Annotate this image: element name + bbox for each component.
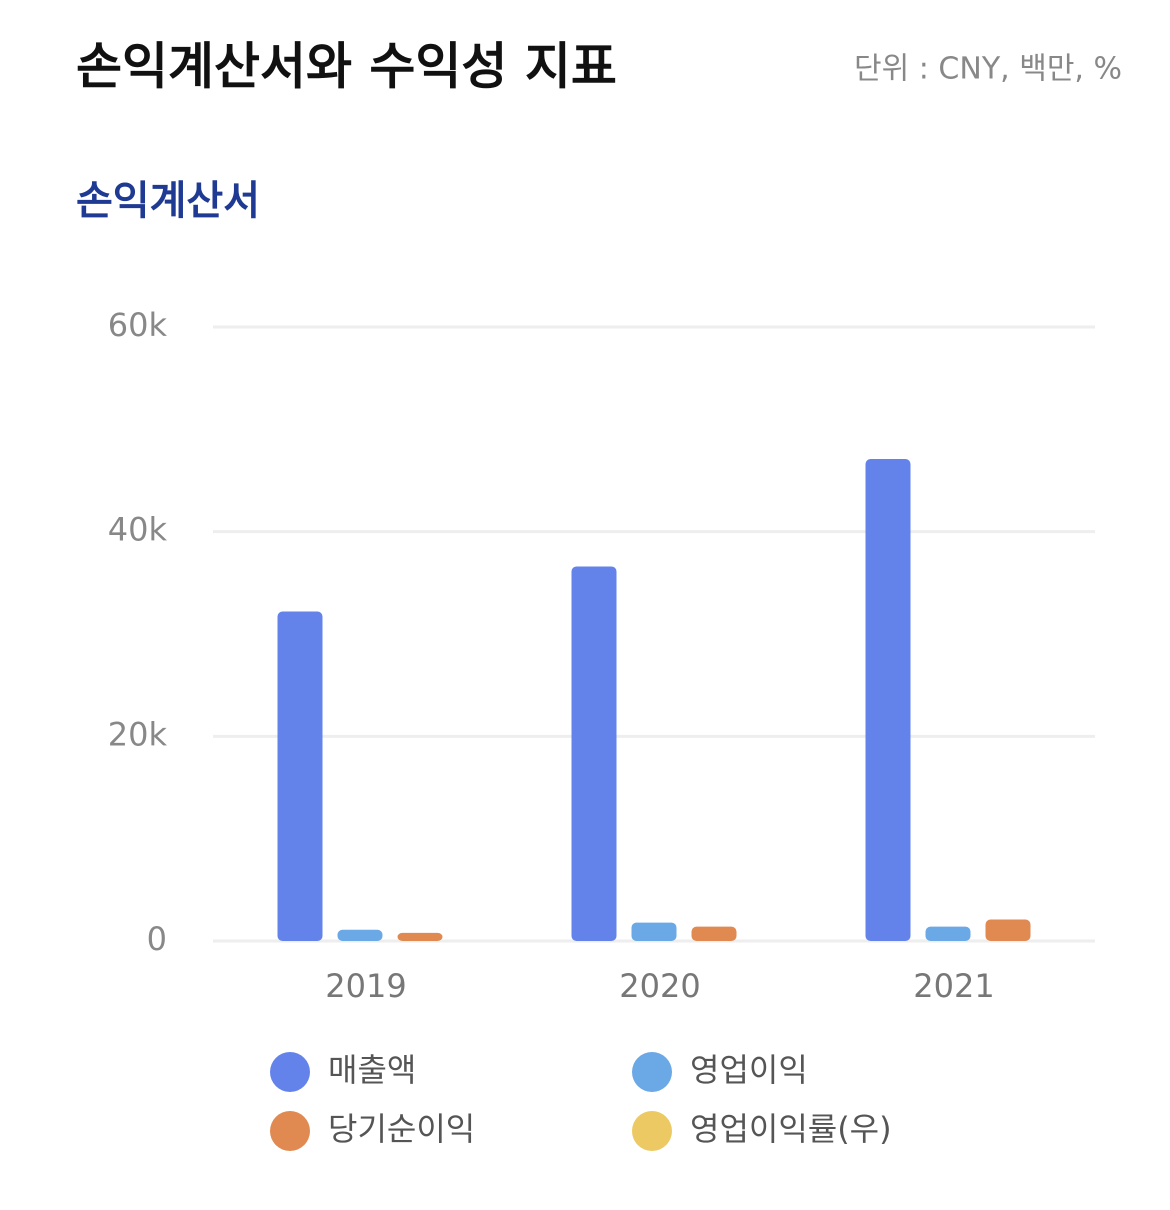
- unit-note: 단위 : CNY, 백만, %: [854, 52, 1122, 87]
- x-tick-label: 2021: [913, 967, 994, 1005]
- bar: [397, 932, 443, 941]
- legend-swatch: [632, 1052, 672, 1092]
- legend-label: 당기순이익: [328, 1110, 475, 1148]
- x-tick-label: 2020: [619, 967, 700, 1005]
- legend-swatch: [270, 1111, 310, 1151]
- chart-title: 손익계산서와 수익성 지표: [76, 38, 617, 96]
- bar: [865, 459, 911, 941]
- bar: [631, 922, 677, 941]
- bar: [277, 611, 323, 941]
- y-tick-label: 20k: [108, 715, 168, 753]
- bar: [571, 566, 617, 941]
- legend-label: 영업이익: [690, 1051, 808, 1089]
- y-tick-label: 40k: [108, 511, 168, 549]
- bar: [691, 926, 737, 941]
- legend-swatch: [632, 1111, 672, 1151]
- y-tick-label: 60k: [108, 306, 168, 344]
- legend-label: 영업이익률(우): [690, 1110, 892, 1148]
- x-tick-label: 2019: [325, 967, 406, 1005]
- legend-label: 매출액: [328, 1051, 416, 1089]
- bar: [925, 926, 971, 941]
- chart-subtitle: 손익계산서: [76, 178, 260, 224]
- y-tick-label: 0: [147, 920, 167, 958]
- bar: [337, 929, 383, 941]
- bar: [985, 919, 1031, 941]
- legend-swatch: [270, 1052, 310, 1092]
